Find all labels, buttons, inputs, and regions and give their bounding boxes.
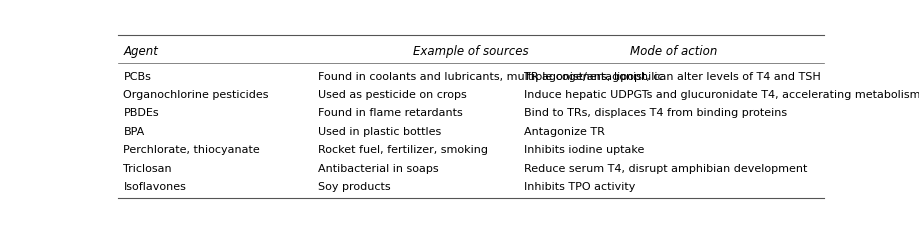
Text: Reduce serum T4, disrupt amphibian development: Reduce serum T4, disrupt amphibian devel… (525, 163, 808, 173)
Text: PCBs: PCBs (123, 71, 152, 81)
Text: Agent: Agent (123, 44, 158, 57)
Text: Inhibits iodine uptake: Inhibits iodine uptake (525, 145, 645, 155)
Text: Antibacterial in soaps: Antibacterial in soaps (318, 163, 438, 173)
Text: Perchlorate, thiocyanate: Perchlorate, thiocyanate (123, 145, 260, 155)
Text: Found in coolants and lubricants, multiple cogeners, lipophilic: Found in coolants and lubricants, multip… (318, 71, 664, 81)
Text: BPA: BPA (123, 126, 144, 136)
Text: Induce hepatic UDPGTs and glucuronidate T4, accelerating metabolism: Induce hepatic UDPGTs and glucuronidate … (525, 90, 919, 99)
Text: Triclosan: Triclosan (123, 163, 172, 173)
Text: Bind to TRs, displaces T4 from binding proteins: Bind to TRs, displaces T4 from binding p… (525, 108, 788, 118)
Text: Isoflavones: Isoflavones (123, 181, 187, 191)
Text: Organochlorine pesticides: Organochlorine pesticides (123, 90, 269, 99)
Text: Soy products: Soy products (318, 181, 391, 191)
Text: TR agonist/antagonist, can alter levels of T4 and TSH: TR agonist/antagonist, can alter levels … (525, 71, 822, 81)
Text: Example of sources: Example of sources (414, 44, 528, 57)
Text: Found in flame retardants: Found in flame retardants (318, 108, 462, 118)
Text: Mode of action: Mode of action (630, 44, 718, 57)
Text: Used as pesticide on crops: Used as pesticide on crops (318, 90, 467, 99)
Text: PBDEs: PBDEs (123, 108, 159, 118)
Text: Antagonize TR: Antagonize TR (525, 126, 606, 136)
Text: Rocket fuel, fertilizer, smoking: Rocket fuel, fertilizer, smoking (318, 145, 488, 155)
Text: Used in plastic bottles: Used in plastic bottles (318, 126, 441, 136)
Text: Inhibits TPO activity: Inhibits TPO activity (525, 181, 636, 191)
